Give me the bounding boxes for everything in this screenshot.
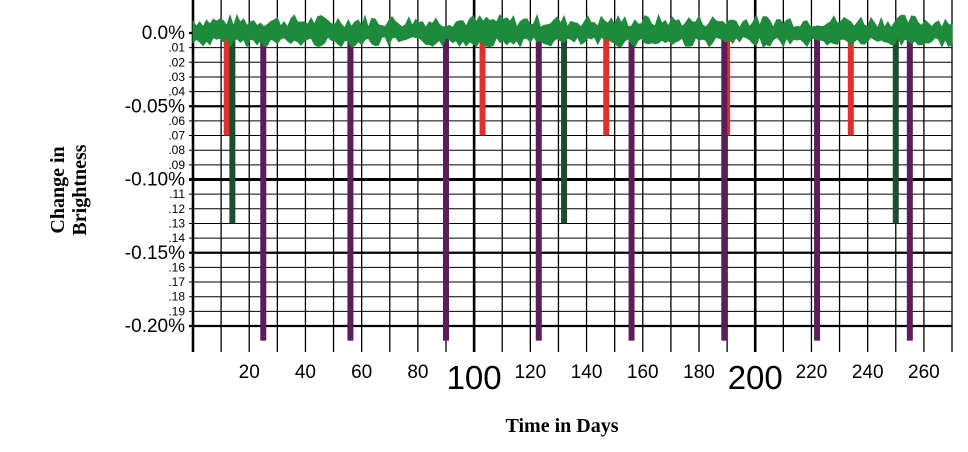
transit-dip-bar [260,31,267,341]
x-tick-label: 260 [908,362,940,383]
y-minor-tick-label: .18 [168,290,185,304]
transit-dip-bar [628,31,635,341]
y-minor-tick-label: .17 [168,275,185,289]
y-minor-tick-label: .13 [168,216,185,230]
transit-dip-bar [443,31,449,341]
y-minor-tick-label: .01 [168,41,185,55]
transit-dip-bar [892,31,899,224]
x-tick-label: 200 [728,359,783,396]
y-tick-label: 0.0% [142,23,185,44]
transit-dip-bar [535,31,542,341]
x-axis-title: Time in Days [506,415,619,437]
y-tick-label: -0.10% [125,170,185,191]
y-axis-title-line1: Change in [47,146,69,233]
transit-dip-bar [814,31,821,341]
transit-dip-bar [721,31,728,341]
y-minor-tick-label: .04 [168,85,185,99]
y-tick-labels: 0.0% -0.05% -0.10% -0.15% -0.20% .01.02.03.04… [125,23,186,337]
y-minor-tick-label: .19 [168,304,185,318]
y-axis-title-line2: Brightness [69,144,91,235]
chart-grid [189,0,953,352]
y-minor-tick-label: .03 [168,70,185,84]
x-tick-label: 20 [239,362,260,383]
y-minor-tick-label: .07 [168,129,185,143]
transit-dip-bar [479,31,486,136]
transit-dip-bar [223,31,230,136]
y-minor-tick-label: .06 [168,114,185,128]
x-tick-label: 220 [796,362,828,383]
baseline-noise-line [192,13,953,49]
y-minor-tick-label: .02 [168,55,185,69]
transit-dip-bar [229,31,236,224]
transit-dip-bar [847,31,854,136]
y-tick-label: -0.15% [125,243,185,264]
y-axis-title: Change in Brightness [47,144,91,235]
y-minor-tick-label: .12 [168,202,185,216]
x-tick-label: 180 [683,362,715,383]
transit-dips [223,31,913,341]
transit-dip-bar [906,31,913,341]
x-tick-label: 80 [407,362,428,383]
x-tick-label: 120 [514,362,546,383]
x-tick-label: 140 [571,362,603,383]
y-minor-tick-label: .11 [169,187,185,201]
y-minor-tick-label: .08 [168,143,185,157]
x-tick-label: 160 [627,362,659,383]
transit-dip-bar [347,31,354,341]
transit-dip-bar [603,31,610,136]
y-minor-tick-label: .14 [168,231,185,245]
y-minor-tick-label: .16 [168,260,185,274]
y-minor-tick-label: .09 [168,158,185,172]
transit-dip-bar [561,31,568,224]
x-tick-label: 40 [295,362,316,383]
y-tick-label: -0.20% [125,316,185,337]
x-tick-label: 60 [351,362,372,383]
x-tick-label: 100 [447,359,502,396]
y-tick-label: -0.05% [125,96,185,117]
x-tick-labels: 20 40 60 80 100 120 140 160 180 200 220 240 260 [239,359,940,396]
x-tick-label: 240 [852,362,884,383]
